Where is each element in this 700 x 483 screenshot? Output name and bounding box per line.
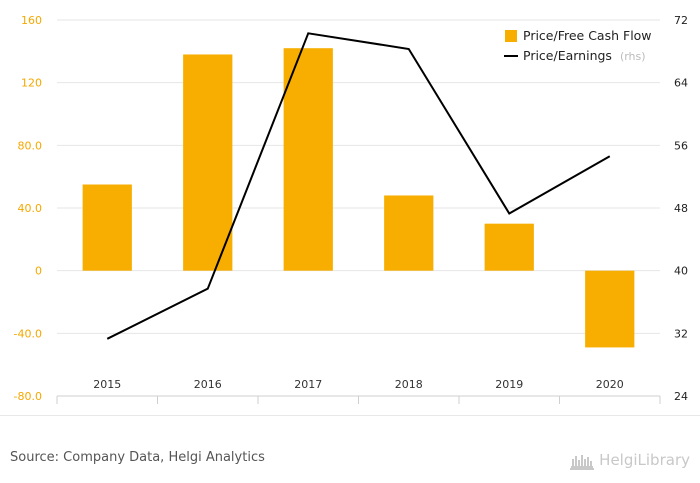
right-tick-label: 24 xyxy=(674,390,688,403)
bar xyxy=(283,48,333,271)
bar-series xyxy=(82,48,635,348)
helgi-library-logo: HelgiLibrary xyxy=(569,449,690,471)
legend-bar-swatch xyxy=(505,30,517,42)
legend-line-text: Price/Earnings xyxy=(523,48,612,63)
left-tick-label: -80.0 xyxy=(14,390,42,403)
chart-svg: -80.0 -40.0 0 40.0 80.0 120 160 24 32 40 48 56 64 72 2… xyxy=(14,14,688,404)
grid-layer xyxy=(57,19,660,334)
x-tick-label: 2020 xyxy=(596,378,624,391)
left-tick-label: 40.0 xyxy=(18,202,43,215)
left-tick-label: 0 xyxy=(35,265,42,278)
bar xyxy=(82,184,132,271)
library-logo-icon xyxy=(570,455,595,470)
bar xyxy=(585,270,635,348)
source-text: Source: Company Data, Helgi Analytics xyxy=(10,450,265,465)
bar xyxy=(183,54,233,271)
legend-line-note: (rhs) xyxy=(620,50,646,63)
line-path xyxy=(106,32,611,340)
bar xyxy=(384,195,434,271)
axis-layer: -80.0 -40.0 0 40.0 80.0 120 160 24 32 40 48 56 64 72 2… xyxy=(14,14,688,404)
logo-text: HelgiLibrary xyxy=(599,451,690,469)
x-tick-label: 2015 xyxy=(93,378,121,391)
right-tick-label: 48 xyxy=(674,202,688,215)
right-tick-label: 40 xyxy=(674,265,688,278)
left-tick-label: 80.0 xyxy=(18,139,43,152)
legend-bar-label: Price/Free Cash Flow xyxy=(523,28,652,43)
legend: Price/Free Cash Flow Price/Earnings (rhs… xyxy=(504,28,652,63)
left-tick-label: -40.0 xyxy=(14,327,42,340)
left-tick-label: 160 xyxy=(21,14,42,27)
x-tick-label: 2018 xyxy=(395,378,423,391)
x-tick-label: 2019 xyxy=(495,378,523,391)
line-series xyxy=(106,32,611,340)
bar xyxy=(484,223,534,271)
right-tick-label: 64 xyxy=(674,77,688,90)
footer-divider xyxy=(0,415,700,416)
x-tick-label: 2016 xyxy=(194,378,222,391)
x-tick-label: 2017 xyxy=(294,378,322,391)
right-tick-label: 32 xyxy=(674,327,688,340)
right-tick-label: 72 xyxy=(674,14,688,27)
legend-line-label: Price/Earnings (rhs) xyxy=(523,48,646,63)
left-tick-label: 120 xyxy=(21,77,42,90)
right-tick-label: 56 xyxy=(674,139,688,152)
